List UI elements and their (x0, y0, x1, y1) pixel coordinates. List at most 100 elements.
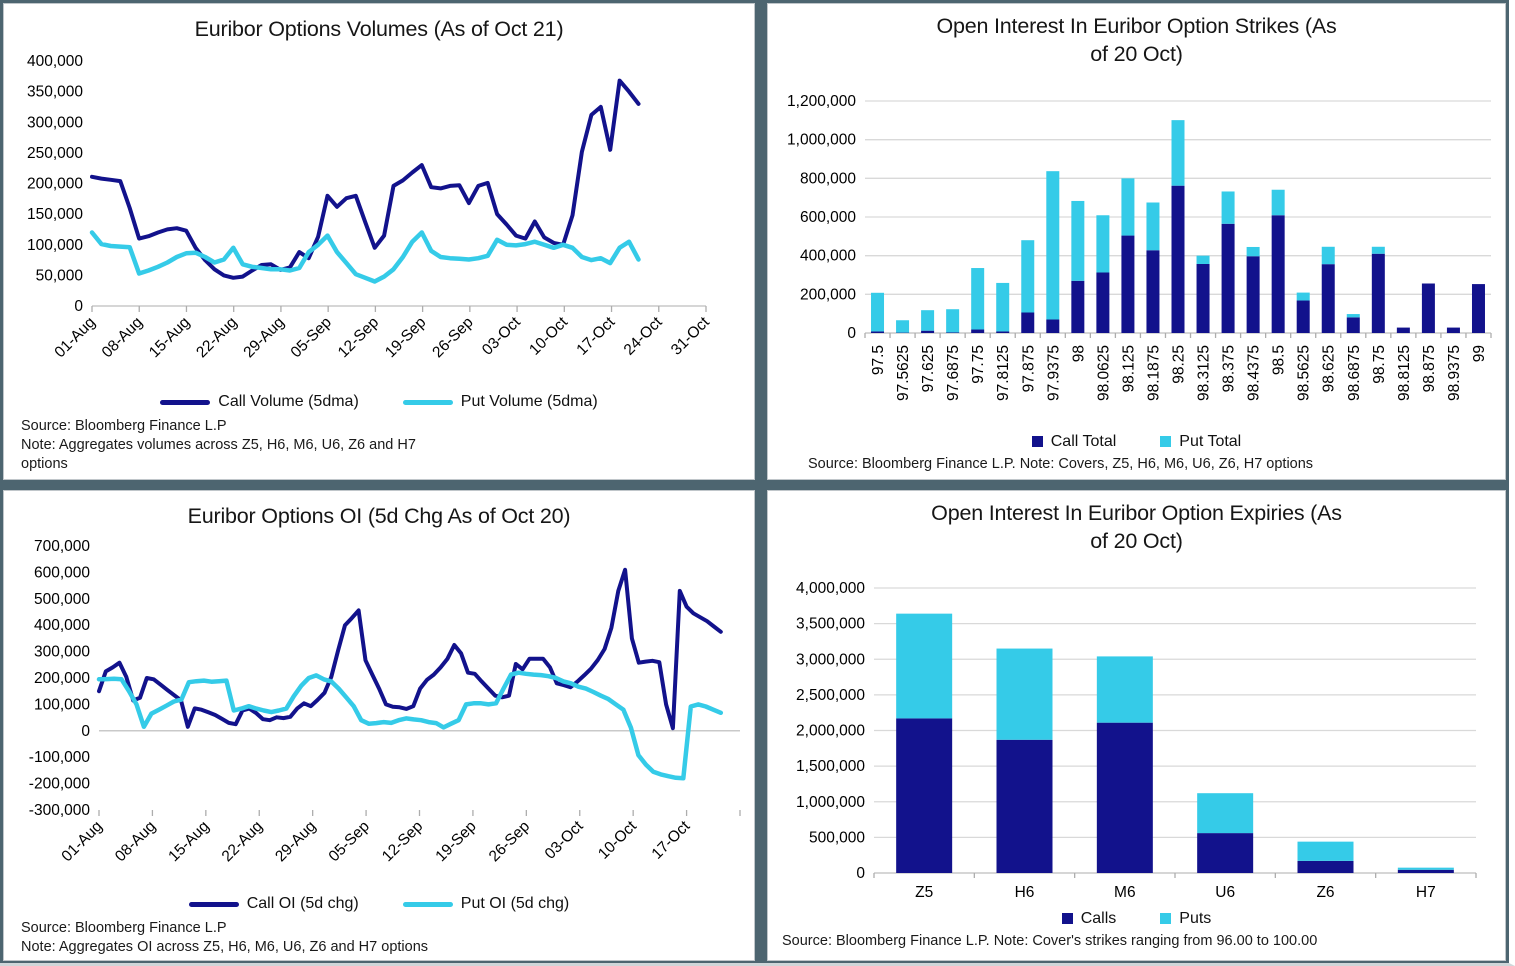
svg-text:03-Oct: 03-Oct (542, 818, 587, 863)
calls-square-swatch-icon (1061, 913, 1073, 925)
svg-text:400,000: 400,000 (27, 53, 83, 70)
call-volume-line-swatch-icon (160, 399, 211, 405)
svg-text:19-Sep: 19-Sep (432, 818, 479, 865)
expiries-bar-chart: 0 500,000 1,000,000 1,500,000 2,000,000 2,500… (796, 580, 1477, 901)
panel-volumes: Euribor Options Volumes (As of Oct 21) 4… (3, 3, 755, 480)
svg-text:26-Sep: 26-Sep (429, 314, 476, 361)
svg-text:600,000: 600,000 (34, 565, 90, 582)
svg-text:1,500,000: 1,500,000 (796, 758, 865, 775)
panel-expiries-oi: Open Interest In Euribor Option Expiries… (767, 490, 1506, 961)
svg-text:0: 0 (81, 723, 90, 740)
svg-text:26-Sep: 26-Sep (486, 818, 533, 865)
svg-text:17-Oct: 17-Oct (573, 314, 618, 359)
svg-text:Z5: Z5 (915, 884, 933, 901)
note-line-overflow: options (21, 456, 68, 473)
source-line: Source: Bloomberg Finance L.P. Note: Cov… (782, 932, 1318, 949)
panel-strikes-oi: Open Interest In Euribor Option Strikes … (767, 3, 1506, 480)
svg-text:300,000: 300,000 (27, 115, 83, 132)
oi-title-line1: Euribor Options OI (5d Chg As of Oct 20) (187, 504, 571, 528)
svg-text:97.5625: 97.5625 (895, 345, 912, 401)
svg-text:97.5: 97.5 (870, 345, 887, 375)
oi-change-line-chart: 700,000 600,000 500,000 400,000 300,000 200,0… (29, 538, 741, 866)
svg-text:22-Aug: 22-Aug (193, 314, 240, 361)
svg-text:97.9375: 97.9375 (1045, 345, 1062, 401)
expiries-title-line2: of 20 Oct) (1090, 529, 1183, 554)
svg-text:98.75: 98.75 (1371, 345, 1388, 384)
strikes-title-line1: Open Interest In Euribor Option Strikes … (936, 14, 1337, 38)
source-line: Source: Bloomberg Finance L.P. Note: Cov… (808, 455, 1314, 472)
svg-text:150,000: 150,000 (27, 207, 83, 224)
panel-oi-change: Euribor Options OI (5d Chg As of Oct 20)… (3, 490, 755, 961)
svg-text:97.6875: 97.6875 (945, 345, 962, 401)
legend-item-call-volume: Call Volume (5dma) (160, 393, 359, 411)
svg-text:05-Sep: 05-Sep (288, 314, 335, 361)
legend-item-calls: Calls (1061, 910, 1116, 928)
svg-text:05-Sep: 05-Sep (326, 818, 373, 865)
svg-text:300,000: 300,000 (34, 644, 90, 661)
expiries-source-note: Source: Bloomberg Finance L.P. Note: Cov… (768, 932, 1505, 951)
svg-text:98.6875: 98.6875 (1346, 345, 1363, 401)
svg-text:98.875: 98.875 (1421, 345, 1438, 392)
put-oi-line-swatch-icon (402, 901, 453, 907)
svg-text:1,000,000: 1,000,000 (787, 131, 856, 148)
svg-text:0: 0 (847, 325, 856, 342)
svg-text:98.4375: 98.4375 (1246, 345, 1263, 401)
svg-text:01-Aug: 01-Aug (58, 818, 105, 865)
strikes-source-note: Source: Bloomberg Finance L.P. Note: Cov… (768, 455, 1505, 474)
svg-text:29-Aug: 29-Aug (272, 818, 319, 865)
svg-text:97.8125: 97.8125 (995, 345, 1012, 401)
svg-text:22-Aug: 22-Aug (219, 818, 266, 865)
svg-text:700,000: 700,000 (34, 538, 90, 555)
svg-text:15-Aug: 15-Aug (165, 818, 212, 865)
legend-item-put-volume: Put Volume (5dma) (402, 393, 598, 411)
svg-text:4,000,000: 4,000,000 (796, 580, 865, 597)
put-volume-line-swatch-icon (402, 399, 453, 405)
svg-text:350,000: 350,000 (27, 84, 83, 101)
svg-text:98.1875: 98.1875 (1145, 345, 1162, 401)
svg-text:U6: U6 (1215, 884, 1235, 901)
svg-text:08-Aug: 08-Aug (112, 818, 159, 865)
svg-text:17-Oct: 17-Oct (648, 818, 693, 863)
svg-text:H7: H7 (1416, 884, 1436, 901)
svg-text:98.25: 98.25 (1171, 345, 1188, 384)
source-line: Source: Bloomberg Finance L.P (21, 418, 227, 435)
legend-item-put-oi: Put OI (5d chg) (402, 895, 569, 913)
legend-label: Call Volume (5dma) (218, 393, 359, 411)
svg-text:800,000: 800,000 (800, 170, 856, 187)
strikes-legend: Call Total Put Total (768, 430, 1505, 454)
svg-text:100,000: 100,000 (27, 237, 83, 254)
svg-text:200,000: 200,000 (27, 176, 83, 193)
strikes-title-line2: of 20 Oct) (1090, 42, 1183, 67)
svg-text:24-Oct: 24-Oct (621, 314, 666, 359)
svg-text:03-Oct: 03-Oct (479, 314, 524, 359)
legend-label: Call OI (5d chg) (246, 895, 359, 913)
svg-text:15-Aug: 15-Aug (146, 314, 193, 361)
expiries-legend: Calls Puts (768, 907, 1505, 931)
volumes-title-line1: Euribor Options Volumes (As of Oct 21) (194, 17, 564, 41)
svg-text:200,000: 200,000 (800, 286, 856, 303)
svg-text:500,000: 500,000 (809, 829, 865, 846)
svg-text:2,000,000: 2,000,000 (796, 722, 865, 739)
svg-text:50,000: 50,000 (36, 268, 84, 285)
svg-text:1,000,000: 1,000,000 (796, 794, 865, 811)
volumes-source-note: Source: Bloomberg Finance L.P Note: Aggr… (4, 417, 754, 474)
call-oi-line-swatch-icon (188, 901, 239, 907)
svg-text:100,000: 100,000 (34, 697, 90, 714)
strikes-bar-chart: 0 200,000 400,000 600,000 800,000 1,000,000 1,… (787, 93, 1492, 401)
legend-item-call-oi: Call OI (5d chg) (188, 895, 359, 913)
call-total-square-swatch-icon (1031, 436, 1043, 448)
page-title: Euribor Options OI (5d Chg As of Oct 20) (4, 502, 754, 530)
legend-item-puts: Puts (1160, 910, 1211, 928)
svg-text:12-Sep: 12-Sep (335, 314, 382, 361)
svg-text:400,000: 400,000 (34, 618, 90, 635)
legend-item-call-total: Call Total (1031, 433, 1116, 451)
svg-text:3,000,000: 3,000,000 (796, 651, 865, 668)
svg-text:97.625: 97.625 (920, 345, 937, 392)
oi-change-legend: Call OI (5d chg) Put OI (5d chg) (4, 892, 754, 916)
page-title: Open Interest In Euribor Option Strikes … (768, 12, 1505, 69)
page-title: Open Interest In Euribor Option Expiries… (768, 499, 1505, 556)
legend-item-put-total: Put Total (1160, 433, 1241, 451)
oi-change-source-note: Source: Bloomberg Finance L.P Note: Aggr… (4, 919, 754, 957)
svg-text:10-Oct: 10-Oct (526, 314, 571, 359)
